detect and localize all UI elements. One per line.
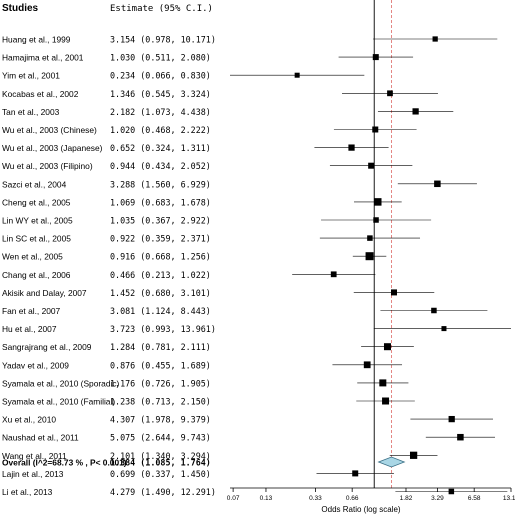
- study-estimate: 3.154 (0.978, 10.171): [110, 35, 216, 45]
- study-estimate: 5.075 (2.644, 9.743): [110, 433, 211, 443]
- effect-square: [348, 144, 355, 151]
- study-label: Kocabas et al., 2002: [2, 89, 79, 99]
- effect-square: [367, 235, 373, 241]
- effect-square: [373, 217, 379, 223]
- study-estimate: 1.346 (0.545, 3.324): [110, 89, 211, 99]
- study-estimate: 1.176 (0.726, 1.905): [110, 378, 211, 388]
- study-label: Wu et al., 2003 (Filipino): [2, 161, 93, 171]
- study-label: Yadav et al., 2009: [2, 360, 69, 370]
- x-tick-label: 6.58: [468, 495, 481, 502]
- study-label: Huang et al., 1999: [2, 35, 71, 45]
- study-label: Wu et al., 2003 (Chinese): [2, 125, 97, 135]
- effect-square: [382, 397, 390, 405]
- study-label: Sazci et al., 2004: [2, 179, 67, 189]
- study-label: Syamala et al., 2010 (Sporadic): [2, 378, 120, 388]
- overall-label: Overall (I^2=68.73 % , P< 0.001): [2, 458, 127, 468]
- study-estimate: 0.699 (0.337, 1.450): [110, 469, 211, 479]
- effect-square: [409, 451, 418, 459]
- study-estimate: 0.876 (0.455, 1.689): [110, 360, 211, 370]
- study-label: Wang et al., 2011: [2, 451, 67, 461]
- effect-square: [379, 379, 387, 387]
- study-label: Cheng et al., 2005: [2, 197, 71, 207]
- x-tick-label: 0.13: [260, 495, 273, 502]
- study-label: Wen et al., 2005: [2, 252, 63, 262]
- study-label: Yim et al., 2001: [2, 71, 60, 81]
- study-label: Syamala et al., 2010 (Familial): [2, 397, 115, 407]
- study-estimate: 1.238 (0.713, 2.150): [110, 397, 211, 407]
- study-estimate: 1.030 (0.511, 2.080): [110, 53, 211, 63]
- effect-square: [372, 54, 379, 61]
- x-tick-label: 0.33: [309, 495, 322, 502]
- effect-square: [383, 343, 391, 351]
- effect-square: [434, 180, 441, 188]
- study-estimate: 1.069 (0.683, 1.678): [110, 197, 211, 207]
- study-estimate: 1.452 (0.680, 3.101): [110, 288, 211, 298]
- study-label: Naushad et al., 2011: [2, 433, 79, 443]
- study-label: Xu et al., 2010: [2, 415, 56, 425]
- study-label: Tan et al., 2003: [2, 107, 60, 117]
- overall-diamond: [377, 456, 406, 468]
- effect-square: [368, 162, 375, 169]
- study-label: Chang et al., 2006: [2, 270, 71, 280]
- study-estimate: 2.182 (1.073, 4.438): [110, 107, 211, 117]
- effect-square: [391, 289, 398, 296]
- study-estimate: 0.916 (0.668, 1.256): [110, 252, 211, 262]
- overall-estimate: 1.384 (1.085, 1.764): [110, 458, 211, 468]
- effect-square: [457, 433, 464, 441]
- study-label: Li et al., 2013: [2, 487, 53, 497]
- study-estimate: 3.723 (0.993, 13.961): [110, 324, 216, 334]
- estimate-header: Estimate (95% C.I.): [110, 4, 213, 14]
- study-estimate: 4.307 (1.978, 9.379): [110, 415, 211, 425]
- study-label: Lajin et al., 2013: [2, 469, 64, 479]
- effect-square: [363, 361, 371, 369]
- study-label: Hu et al., 2007: [2, 324, 57, 334]
- study-label: Hamajima et al., 2001: [2, 53, 84, 63]
- study-rows: Huang et al., 1999 3.154 (0.978, 10.171) H…: [2, 35, 216, 498]
- effect-square: [448, 415, 455, 423]
- study-estimate: 0.466 (0.213, 1.022): [110, 270, 211, 280]
- effect-square: [352, 470, 359, 477]
- x-tick-label: 0.07: [227, 495, 240, 502]
- effect-square: [372, 126, 379, 133]
- study-estimate: 3.081 (1.124, 8.443): [110, 306, 211, 316]
- x-tick-label: 13.17: [503, 495, 515, 502]
- effect-square: [365, 252, 374, 261]
- effect-square: [294, 72, 300, 78]
- study-estimate: 4.279 (1.490, 12.291): [110, 487, 216, 497]
- effect-square: [387, 90, 393, 97]
- study-label: Wu et al., 2003 (Japanese): [2, 143, 103, 153]
- study-estimate: 1.020 (0.468, 2.222): [110, 125, 211, 135]
- x-tick-label: 0.66: [346, 495, 359, 502]
- study-estimate: 2.101 (1.340, 3.294): [110, 451, 211, 461]
- effect-square: [431, 307, 437, 314]
- plot-area: 0.07 0.13 0.33 0.66 1.82 3.29 6.58 13.17: [227, 0, 515, 502]
- effect-square: [412, 108, 419, 115]
- x-tick-label: 1.82: [400, 495, 413, 502]
- x-axis-label: Odds Ratio (log scale): [321, 505, 400, 514]
- study-estimate: 0.944 (0.434, 2.052): [110, 161, 211, 171]
- study-estimate: 3.288 (1.560, 6.929): [110, 179, 211, 189]
- effect-square: [374, 198, 382, 206]
- study-label: Akisik and Dalay, 2007: [2, 288, 87, 298]
- study-estimate: 1.035 (0.367, 2.922): [110, 216, 211, 226]
- x-tick-label: 3.29: [431, 495, 444, 502]
- effect-square: [330, 271, 337, 278]
- studies-header: Studies: [2, 3, 39, 14]
- study-label: Fan et al., 2007: [2, 306, 61, 316]
- study-label: Sangrajrang et al., 2009: [2, 342, 92, 352]
- effect-square: [448, 488, 455, 495]
- effect-square: [441, 326, 447, 332]
- study-estimate: 0.652 (0.324, 1.311): [110, 143, 211, 153]
- study-estimate: 0.234 (0.066, 0.830): [110, 71, 211, 81]
- study-estimate: 0.922 (0.359, 2.371): [110, 234, 211, 244]
- study-label: Lin WY et al., 2005: [2, 216, 73, 226]
- study-label: Lin SC et al., 2005: [2, 234, 71, 244]
- effect-square: [432, 36, 438, 42]
- study-estimate: 1.284 (0.781, 2.111): [110, 342, 211, 352]
